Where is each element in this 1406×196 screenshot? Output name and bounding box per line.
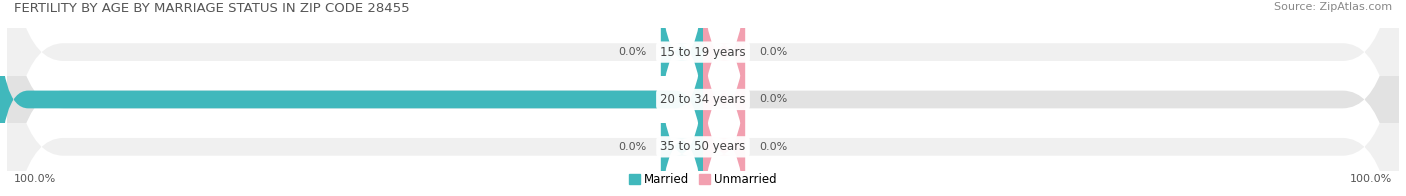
Text: 20 to 34 years: 20 to 34 years: [661, 93, 745, 106]
Text: 35 to 50 years: 35 to 50 years: [661, 140, 745, 153]
FancyBboxPatch shape: [661, 61, 703, 196]
FancyBboxPatch shape: [703, 14, 745, 185]
Text: 100.0%: 100.0%: [1350, 174, 1392, 184]
FancyBboxPatch shape: [703, 0, 745, 138]
FancyBboxPatch shape: [7, 0, 1399, 196]
FancyBboxPatch shape: [0, 14, 703, 185]
FancyBboxPatch shape: [661, 0, 703, 138]
Text: 0.0%: 0.0%: [759, 47, 787, 57]
Text: 100.0%: 100.0%: [14, 174, 56, 184]
FancyBboxPatch shape: [7, 0, 1399, 196]
Text: 0.0%: 0.0%: [759, 94, 787, 104]
Legend: Married, Unmarried: Married, Unmarried: [624, 168, 782, 191]
Text: Source: ZipAtlas.com: Source: ZipAtlas.com: [1274, 2, 1392, 12]
FancyBboxPatch shape: [7, 0, 1399, 196]
FancyBboxPatch shape: [703, 61, 745, 196]
Text: 0.0%: 0.0%: [619, 47, 647, 57]
Text: 0.0%: 0.0%: [619, 142, 647, 152]
Text: 0.0%: 0.0%: [759, 142, 787, 152]
Text: FERTILITY BY AGE BY MARRIAGE STATUS IN ZIP CODE 28455: FERTILITY BY AGE BY MARRIAGE STATUS IN Z…: [14, 2, 409, 15]
Text: 15 to 19 years: 15 to 19 years: [661, 46, 745, 59]
